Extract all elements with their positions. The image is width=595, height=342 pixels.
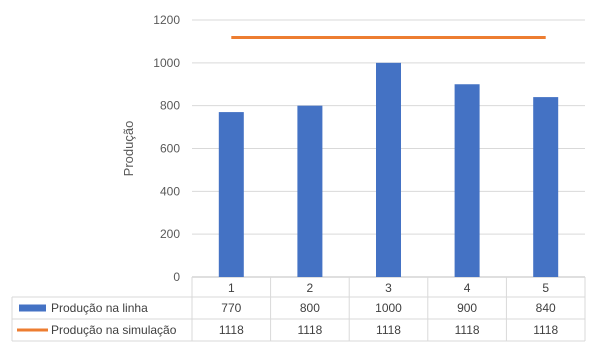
x-tick-label: 5: [542, 281, 549, 295]
data-label: 1118: [455, 323, 480, 337]
y-tick-label: 400: [160, 184, 180, 198]
y-tick-label: 0: [173, 270, 180, 284]
x-tick-label: 4: [464, 281, 471, 295]
bars: [218, 62, 559, 278]
y-tick-label: 1000: [153, 56, 180, 70]
bar: [297, 105, 323, 278]
x-tick-label: 3: [385, 281, 392, 295]
y-tick-label: 200: [160, 227, 180, 241]
data-label: 840: [536, 301, 556, 315]
data-label: 1000: [375, 301, 402, 315]
legend-swatch: [19, 304, 46, 312]
data-label: 1118: [297, 323, 322, 337]
y-tick-label: 1200: [153, 13, 180, 27]
data-table: 1 2 3 4 5 Produção na linha 770 800 1000 900 840 Pr…: [11, 277, 586, 342]
bar: [533, 97, 559, 277]
y-tick-label: 800: [160, 99, 180, 113]
y-tick-label: 600: [160, 142, 180, 156]
y-axis-title: Produção: [121, 121, 136, 177]
bar: [218, 112, 244, 277]
data-label: 770: [221, 301, 241, 315]
data-label: 800: [300, 301, 320, 315]
data-label: 900: [457, 301, 477, 315]
legend-entry: Produção na simulação: [51, 323, 177, 337]
y-axis-ticks: 0 200 400 600 800 1000 1200: [153, 13, 180, 284]
x-tick-label: 1: [228, 281, 235, 295]
data-label: 1118: [219, 323, 244, 337]
data-label: 1118: [376, 323, 401, 337]
legend-entry: Produção na linha: [51, 301, 148, 315]
x-tick-label: 2: [307, 281, 314, 295]
data-label: 1118: [533, 323, 558, 337]
bar: [376, 62, 401, 278]
bar: [454, 84, 480, 277]
